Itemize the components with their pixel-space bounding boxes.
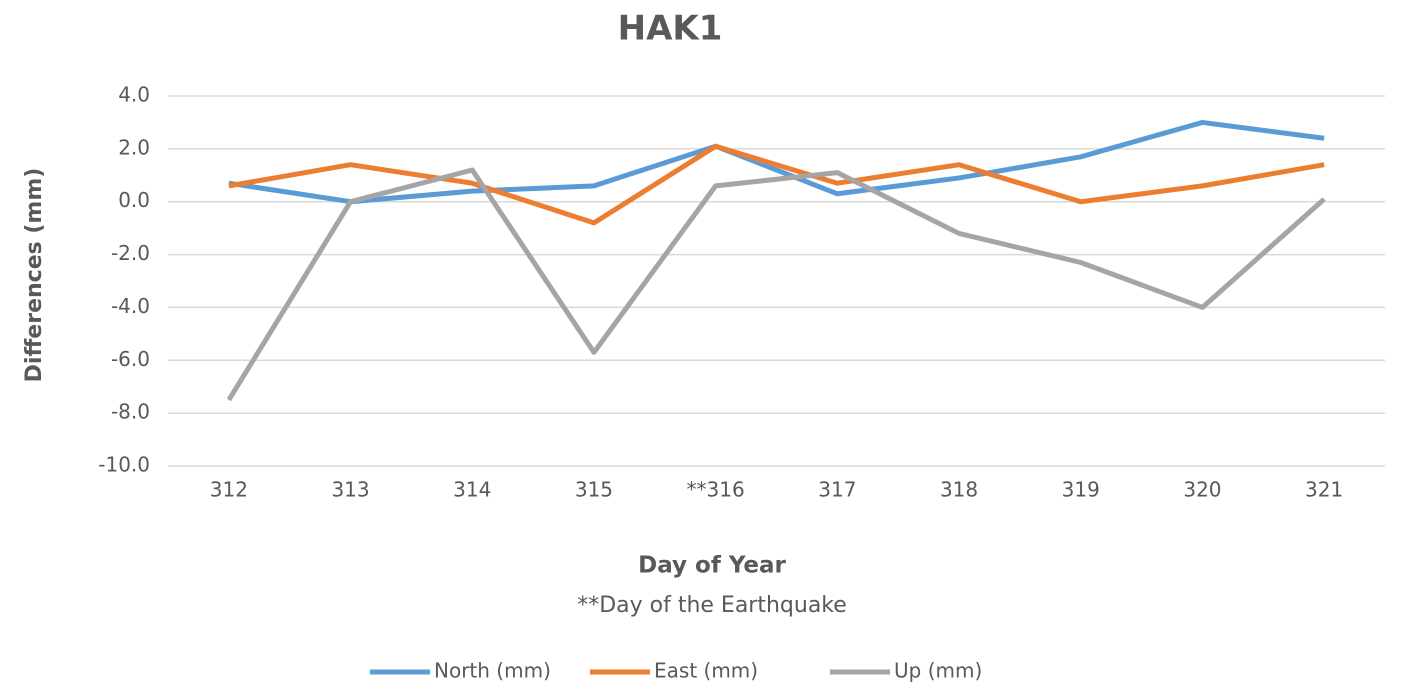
legend-label: North (mm) [434, 659, 551, 683]
y-tick-label: -8.0 [111, 400, 150, 424]
series-line [226, 167, 1326, 402]
x-tick-label: 314 [453, 478, 491, 502]
x-tick-label: 320 [1183, 478, 1221, 502]
x-tick-label: 312 [210, 478, 248, 502]
legend-label: Up (mm) [894, 659, 982, 683]
y-axis-label: Differences (mm) [22, 168, 47, 383]
annotation: **Day of the Earthquake [577, 593, 847, 618]
y-tick-label: -6.0 [111, 347, 150, 371]
y-tick-label: -10.0 [98, 453, 150, 477]
x-tick-label: 313 [331, 478, 369, 502]
x-tick-label: 317 [818, 478, 856, 502]
y-tick-label: -4.0 [111, 294, 150, 318]
y-tick-label: 2.0 [118, 135, 150, 159]
y-tick-label: -2.0 [111, 241, 150, 265]
series-line [228, 143, 1325, 226]
x-tick-label: 319 [1062, 478, 1100, 502]
y-tick-label: 4.0 [118, 83, 150, 107]
x-tick-label: 321 [1305, 478, 1343, 502]
chart-title: HAK1 [618, 9, 723, 49]
x-axis-label: Day of Year [638, 553, 786, 579]
y-tick-label: 0.0 [118, 188, 150, 212]
legend-label: East (mm) [654, 659, 758, 683]
series-line [228, 119, 1325, 205]
x-tick-label: **316 [687, 478, 745, 502]
x-tick-label: 315 [575, 478, 613, 502]
x-tick-label: 318 [940, 478, 978, 502]
